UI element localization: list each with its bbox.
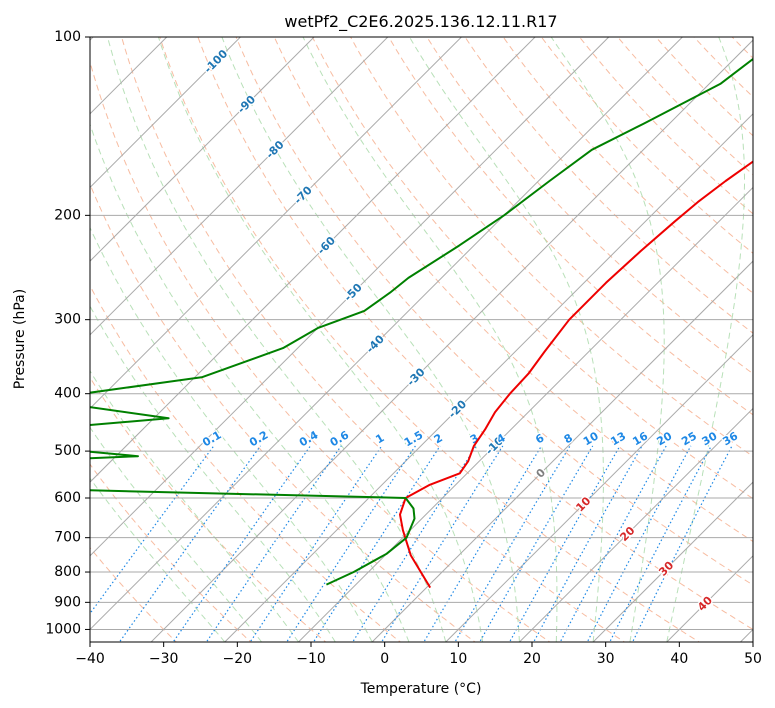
y-tick-label: 600	[54, 490, 81, 506]
isotherm-line	[297, 186, 753, 642]
x-axis: −40 −30 −20 −10 0 10 20 30 40 50	[75, 642, 762, 667]
mixing-ratio-line	[352, 445, 477, 642]
x-tick-label: 40	[670, 651, 688, 667]
x-tick-label: −10	[296, 651, 326, 667]
isotherm-grid	[90, 37, 753, 642]
y-tick-label: 900	[54, 594, 81, 610]
mixing-ratio-line	[312, 445, 441, 642]
mixing-ratio-lines	[90, 445, 733, 642]
y-tick-label: 700	[54, 530, 81, 546]
isotherm-line	[518, 407, 753, 642]
isotherm-line	[90, 37, 463, 410]
isotherm-line	[90, 37, 315, 262]
y-axis-label: Pressure (hPa)	[12, 289, 28, 389]
mixing-ratio-line	[586, 445, 692, 642]
moist-adiabat	[90, 426, 262, 642]
isotherm-line	[592, 481, 753, 642]
dry-adiabat	[90, 284, 402, 642]
isotherm-line	[150, 39, 753, 642]
y-tick-label: 1000	[45, 621, 81, 637]
mixing-ratio-line	[205, 445, 342, 642]
isotherm-line	[90, 37, 242, 189]
y-tick-label: 300	[54, 312, 81, 328]
x-tick-label: 20	[523, 651, 541, 667]
x-tick-label: 0	[380, 651, 389, 667]
x-tick-label: 10	[449, 651, 467, 667]
moist-adiabat	[90, 477, 226, 642]
moist-adiabat	[302, 37, 558, 642]
plot-frame	[89, 36, 754, 643]
chart-title: wetPf2_C2E6.2025.136.12.11.R17	[284, 12, 557, 32]
temperature-profile	[399, 160, 753, 589]
moist-adiabat	[550, 37, 665, 642]
profiles	[90, 57, 753, 589]
isotherm-line	[224, 113, 753, 642]
moist-adiabat	[409, 37, 604, 642]
isotherm-line	[90, 37, 536, 483]
moist-adiabat	[90, 226, 373, 642]
isotherm-line	[90, 37, 684, 631]
mixing-ratio-line	[285, 445, 416, 642]
y-axis: 100 200 300 400 500 600 700 800 900 1000	[45, 29, 90, 637]
y-tick-label: 400	[54, 386, 81, 402]
mixing-ratio-line	[479, 445, 594, 642]
moist-adiabat	[157, 37, 484, 642]
x-tick-label: −40	[75, 651, 105, 667]
mixing-ratio-line	[172, 445, 311, 642]
isotherm-line	[90, 37, 389, 336]
isotherm-line	[371, 260, 753, 642]
x-tick-label: 30	[597, 651, 615, 667]
x-tick-label: 50	[744, 651, 762, 667]
mixing-ratio-line	[454, 445, 571, 642]
moist-adiabat	[666, 37, 745, 642]
moist-adiabat	[90, 305, 336, 642]
isotherm-line	[90, 37, 610, 557]
mixing-ratio-line	[249, 445, 383, 642]
x-tick-label: −30	[149, 651, 179, 667]
isotherm-line	[445, 334, 753, 642]
y-tick-label: 800	[54, 564, 81, 580]
y-tick-label: 200	[54, 207, 81, 223]
y-tick-label: 500	[54, 443, 81, 459]
mixing-ratio-line	[559, 445, 667, 642]
mixing-ratio-line	[118, 445, 261, 642]
x-tick-label: −20	[223, 651, 253, 667]
y-tick-label: 100	[54, 29, 81, 45]
dewpoint-profile	[90, 57, 753, 586]
dry-adiabat	[90, 183, 476, 642]
x-axis-label: Temperature (°C)	[360, 681, 482, 697]
moist-adiabat	[90, 122, 410, 642]
mixing-ratio-line	[380, 445, 504, 642]
